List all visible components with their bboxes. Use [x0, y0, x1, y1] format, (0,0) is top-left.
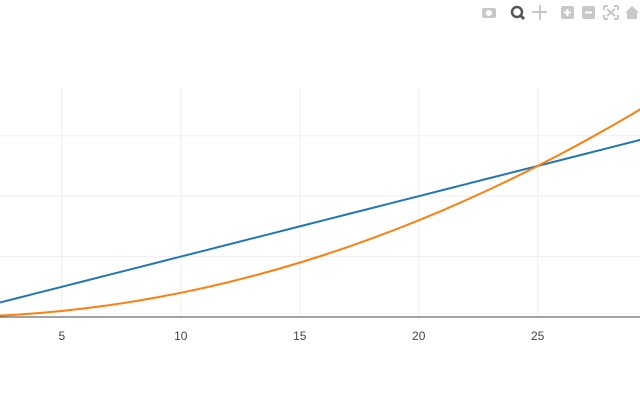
x-tick-label: 25	[531, 329, 545, 343]
pan-button[interactable]	[532, 5, 547, 20]
zoom-out-button[interactable]	[582, 6, 595, 19]
x-tick-label: 15	[293, 329, 307, 343]
x-tick-label: 10	[174, 329, 188, 343]
zoom-button[interactable]	[510, 5, 526, 21]
line-series	[0, 108, 640, 317]
x-tick-label: 5	[59, 329, 66, 343]
modebar	[482, 5, 639, 21]
reset-button[interactable]	[625, 6, 639, 19]
x-tick-label: 20	[412, 329, 426, 343]
autoscale-button[interactable]	[603, 5, 619, 20]
zoom-in-button[interactable]	[561, 6, 574, 19]
plot-area	[0, 108, 640, 317]
camera-button[interactable]	[482, 8, 496, 18]
